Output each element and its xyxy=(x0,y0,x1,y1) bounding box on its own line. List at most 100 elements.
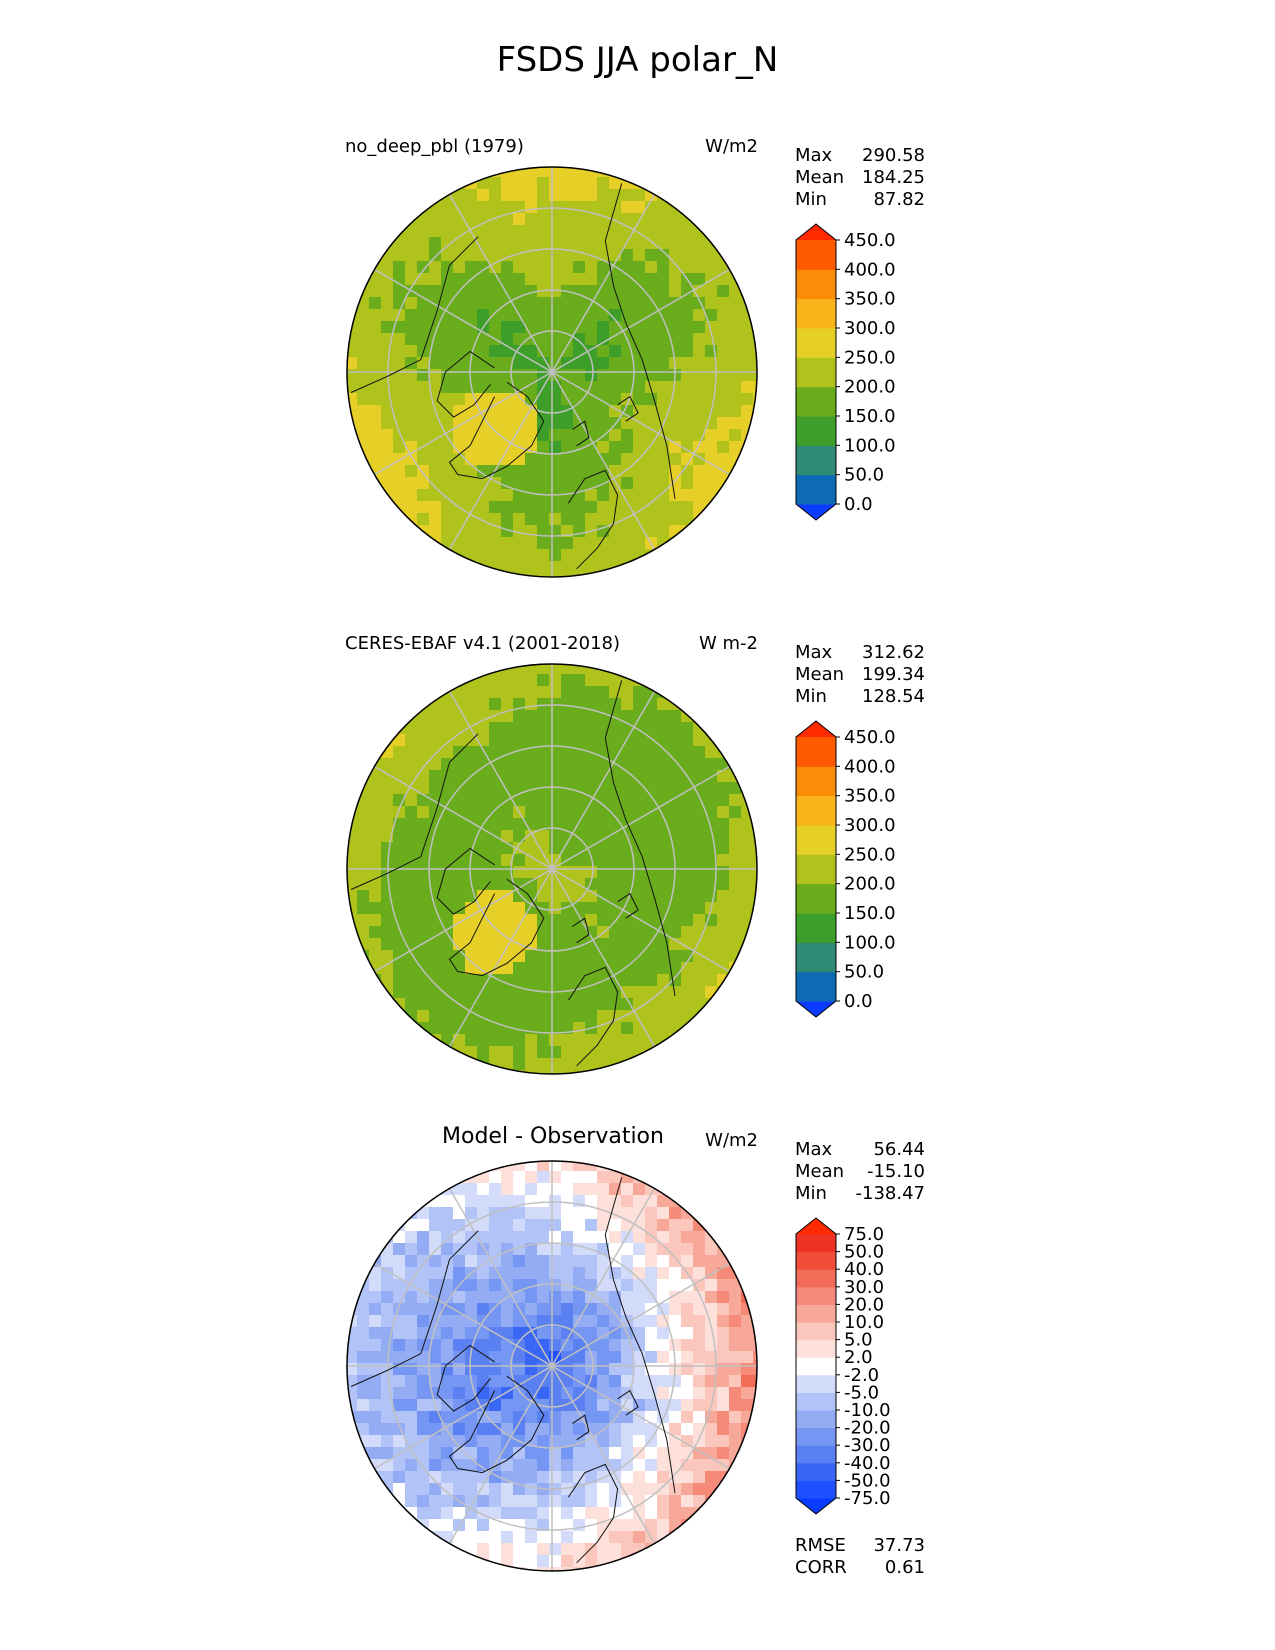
field-cell xyxy=(549,333,562,346)
panel-1-title-left: no_deep_pbl (1979) xyxy=(345,136,524,157)
field-cell xyxy=(693,974,706,987)
stat-label: Max xyxy=(795,642,833,663)
field-cell xyxy=(489,1507,502,1520)
field-cell xyxy=(717,926,730,939)
field-cell xyxy=(537,237,550,250)
field-cell xyxy=(573,734,586,747)
field-cell xyxy=(489,1046,502,1059)
field-cell xyxy=(717,1435,730,1448)
field-cell xyxy=(417,537,430,550)
field-cell xyxy=(381,1435,394,1448)
field-cell xyxy=(417,1010,430,1023)
field-cell xyxy=(645,1507,658,1520)
field-cell xyxy=(429,986,442,999)
field-cell xyxy=(585,914,598,927)
field-cell xyxy=(549,842,562,855)
field-cell xyxy=(347,854,358,867)
coastline xyxy=(572,917,590,944)
colorbar-tick-label: 0.0 xyxy=(844,991,873,1012)
field-cell xyxy=(621,417,634,430)
field-cell xyxy=(465,453,478,466)
field-cell xyxy=(597,501,610,514)
field-cell xyxy=(633,986,646,999)
field-cell xyxy=(405,261,418,274)
field-cell xyxy=(633,914,646,927)
stat-mean-row: Mean 184.25 xyxy=(795,167,925,189)
field-cell xyxy=(729,357,742,370)
field-cell xyxy=(501,1070,514,1074)
field-cell xyxy=(393,1375,406,1388)
field-cell xyxy=(693,1363,706,1376)
field-cell xyxy=(477,758,490,771)
field-cell xyxy=(537,854,550,867)
field-cell xyxy=(405,1507,418,1520)
field-cell xyxy=(597,818,610,831)
field-cell xyxy=(549,189,562,202)
field-cell xyxy=(561,1339,574,1352)
colorbar-tick-label: 150.0 xyxy=(844,406,896,427)
field-cell xyxy=(645,177,658,190)
field-cell xyxy=(381,1375,394,1388)
field-cell xyxy=(537,405,550,418)
field-cell xyxy=(705,758,718,771)
field-cell xyxy=(369,441,382,454)
field-cell xyxy=(729,890,742,903)
field-cell xyxy=(549,806,562,819)
field-cell xyxy=(561,926,574,939)
colorbar-tick-label: 150.0 xyxy=(844,903,896,924)
field-cell xyxy=(537,1315,550,1328)
field-cell xyxy=(537,561,550,574)
field-cell xyxy=(681,1327,694,1340)
field-cell xyxy=(369,357,382,370)
colorbar-tick-label: 300.0 xyxy=(844,318,896,339)
field-cell xyxy=(753,842,757,855)
field-cell xyxy=(477,489,490,502)
field-cell xyxy=(453,1399,466,1412)
field-cell xyxy=(525,1267,538,1280)
field-cell xyxy=(405,405,418,418)
field-cell xyxy=(537,1010,550,1023)
field-cell xyxy=(561,261,574,274)
field-cell xyxy=(609,477,622,490)
field-cell xyxy=(465,261,478,274)
field-cell xyxy=(573,1519,586,1532)
field-cell xyxy=(693,890,706,903)
field-cell xyxy=(621,1375,634,1388)
field-cell xyxy=(381,381,394,394)
field-cell xyxy=(537,998,550,1011)
field-cell xyxy=(561,1267,574,1280)
meridian-line xyxy=(551,371,656,550)
field-cell xyxy=(369,878,382,891)
field-cell xyxy=(573,237,586,250)
field-cell xyxy=(669,249,682,262)
field-cell xyxy=(525,1339,538,1352)
field-cell xyxy=(717,842,730,855)
field-cell xyxy=(573,369,586,382)
field-cell xyxy=(573,1459,586,1472)
field-cell xyxy=(693,1375,706,1388)
field-cell xyxy=(597,1375,610,1388)
field-cell xyxy=(405,393,418,406)
field-cell xyxy=(609,1495,622,1508)
field-cell xyxy=(381,1303,394,1316)
field-cell xyxy=(453,1219,466,1232)
field-cell xyxy=(501,237,514,250)
colorbar-tick-label: 450.0 xyxy=(844,230,896,251)
field-cell xyxy=(585,1495,598,1508)
field-cell xyxy=(513,453,526,466)
field-cell xyxy=(477,1183,490,1196)
field-cell xyxy=(573,1423,586,1436)
field-cell xyxy=(537,1435,550,1448)
field-cell xyxy=(573,417,586,430)
field-cell xyxy=(669,1411,682,1424)
field-cell xyxy=(393,333,406,346)
field-cell xyxy=(645,938,658,951)
field-cell xyxy=(549,1495,562,1508)
field-cell xyxy=(405,746,418,759)
field-cell xyxy=(633,1387,646,1400)
field-cell xyxy=(645,441,658,454)
field-cell xyxy=(417,1363,430,1376)
field-cell xyxy=(693,962,706,975)
meridian-line xyxy=(551,1365,730,1470)
field-cell xyxy=(705,1387,718,1400)
